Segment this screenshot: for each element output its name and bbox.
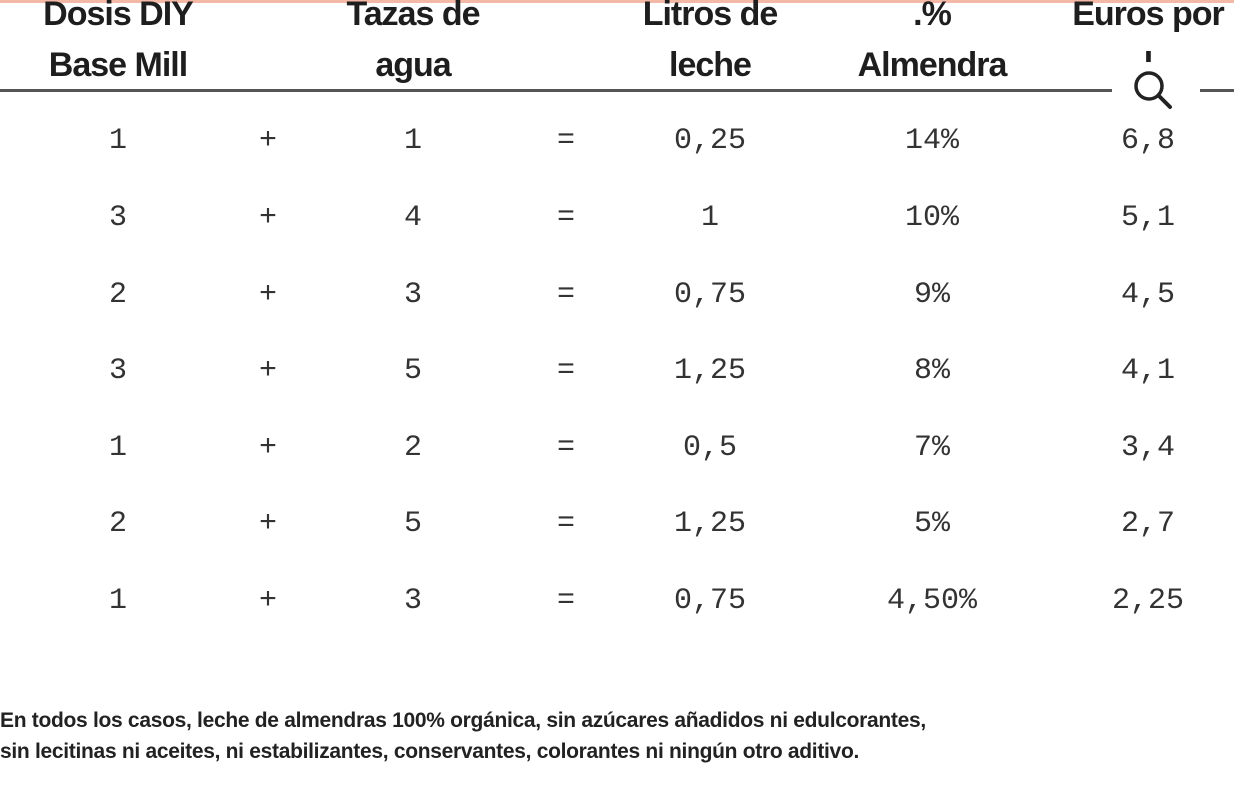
cell-tazas: 1 (403, 124, 423, 158)
cell-dosis: 2 (108, 278, 128, 312)
column-header-line1: Tazas de (346, 0, 480, 33)
footnote-line-2: sin lecitinas ni aceites, ni estabilizan… (0, 740, 860, 763)
cell-almendra: 14% (904, 124, 960, 158)
cell-litros: 0,25 (673, 124, 747, 158)
cell-eq: = (556, 278, 576, 312)
column-header-line1: Litros de (642, 0, 779, 33)
footnote-line-1: En todos los casos, leche de almendras 1… (0, 709, 926, 732)
cell-tazas: 5 (403, 354, 423, 388)
cell-euros: 2,25 (1111, 584, 1185, 618)
column-header-line1: Dosis DIY (43, 0, 194, 33)
cell-litros: 1,25 (673, 354, 747, 388)
cell-eq: = (556, 354, 576, 388)
column-header-line2: Base Mill (48, 46, 188, 84)
cell-euros: 4,1 (1120, 354, 1176, 388)
cell-tazas: 5 (403, 507, 423, 541)
cell-litros: 0,75 (673, 584, 747, 618)
zoom-button[interactable] (1112, 62, 1192, 116)
cell-litros: 1,25 (673, 507, 747, 541)
cell-dosis: 3 (108, 354, 128, 388)
cell-almendra: 7% (913, 431, 951, 465)
footnote: En todos los casos, leche de almendras 1… (0, 705, 926, 767)
cell-almendra: 10% (904, 201, 960, 235)
header-divider (0, 89, 1112, 92)
column-header: .% Almendra (857, 0, 1008, 91)
cell-almendra: 9% (913, 278, 951, 312)
cell-dosis: 3 (108, 201, 128, 235)
column-header-line1: .% (913, 0, 952, 33)
cell-tazas: 2 (403, 431, 423, 465)
cell-almendra: 5% (913, 507, 951, 541)
cell-euros: 2,7 (1120, 507, 1176, 541)
cell-plus: + (258, 278, 278, 312)
cell-almendra: 4,50% (886, 584, 978, 618)
cell-euros: 5,1 (1120, 201, 1176, 235)
cell-dosis: 1 (108, 124, 128, 158)
column-header: Litros de leche (642, 0, 779, 91)
search-icon (1134, 71, 1172, 109)
cell-litros: 0,5 (682, 431, 738, 465)
cell-plus: + (258, 124, 278, 158)
cell-eq: = (556, 431, 576, 465)
cell-almendra: 8% (913, 354, 951, 388)
top-accent-line (0, 0, 1234, 3)
cell-eq: = (556, 201, 576, 235)
cell-litros: 0,75 (673, 278, 747, 312)
cell-plus: + (258, 201, 278, 235)
cell-eq: = (556, 584, 576, 618)
column-header-line2: leche (669, 46, 752, 84)
cell-litros: 1 (700, 201, 720, 235)
cell-euros: 4,5 (1120, 278, 1176, 312)
cell-eq: = (556, 124, 576, 158)
column-header: Tazas de agua (346, 0, 480, 91)
header-divider-right (1200, 89, 1234, 92)
cell-plus: + (258, 431, 278, 465)
cell-tazas: 3 (403, 584, 423, 618)
cell-dosis: 2 (108, 507, 128, 541)
column-header-line1: Euros por (1072, 0, 1225, 33)
cell-dosis: 1 (108, 584, 128, 618)
cell-euros: 6,8 (1120, 124, 1176, 158)
cell-plus: + (258, 354, 278, 388)
cell-plus: + (258, 584, 278, 618)
cell-dosis: 1 (108, 431, 128, 465)
cell-eq: = (556, 507, 576, 541)
cell-plus: + (258, 507, 278, 541)
column-header: Dosis DIY Base Mill (43, 0, 194, 91)
column-header-line2: Almendra (857, 46, 1008, 84)
cell-euros: 3,4 (1120, 431, 1176, 465)
column-header-line2: agua (375, 46, 451, 84)
cell-tazas: 4 (403, 201, 423, 235)
cell-tazas: 3 (403, 278, 423, 312)
